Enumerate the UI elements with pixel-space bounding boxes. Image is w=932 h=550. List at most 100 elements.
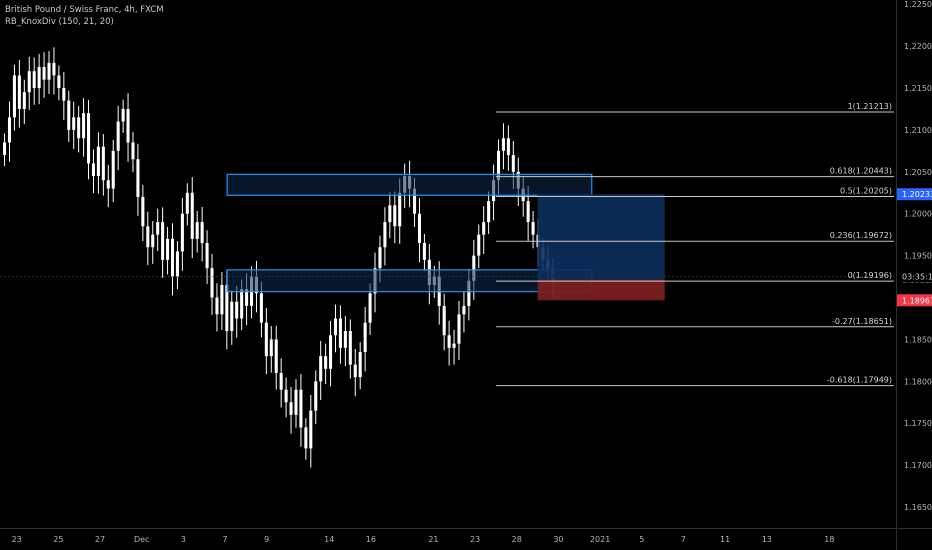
candle-body[interactable] [329, 335, 333, 369]
candle-body[interactable] [398, 192, 402, 227]
candle-body[interactable] [417, 213, 422, 244]
candle-body[interactable] [185, 192, 189, 214]
candle-body[interactable] [195, 222, 199, 239]
candle-body[interactable] [190, 192, 194, 239]
candle-body[interactable] [477, 234, 481, 256]
candle-body[interactable] [47, 62, 51, 80]
candle-body[interactable] [531, 222, 535, 235]
candle-body[interactable] [220, 284, 224, 315]
candle-body[interactable] [457, 314, 461, 344]
candle-body[interactable] [225, 284, 229, 332]
candle-body[interactable] [388, 205, 392, 223]
candle-body[interactable] [467, 280, 471, 306]
candle-body[interactable] [101, 146, 105, 181]
candle-body[interactable] [284, 389, 288, 403]
position-loss-area[interactable] [537, 279, 665, 301]
candle-body[interactable] [170, 238, 175, 277]
candle-body[interactable] [353, 364, 357, 378]
candle-body[interactable] [496, 150, 501, 181]
candle-body[interactable] [506, 138, 510, 156]
candle-body[interactable] [259, 293, 263, 323]
candle-body[interactable] [141, 196, 145, 227]
candle-body[interactable] [487, 201, 491, 223]
candle-body[interactable] [393, 205, 397, 227]
candle-body[interactable] [279, 372, 283, 390]
candle-body[interactable] [511, 155, 515, 172]
candle-body[interactable] [86, 113, 91, 164]
candle-body[interactable] [269, 339, 273, 357]
candle-body[interactable] [240, 289, 244, 319]
candle-body[interactable] [264, 322, 268, 357]
candle-body[interactable] [161, 222, 165, 260]
candle-body[interactable] [304, 427, 308, 449]
candle-body[interactable] [12, 75, 16, 118]
zone-box-1[interactable] [226, 173, 593, 196]
candle-body[interactable] [215, 297, 219, 315]
candle-body[interactable] [482, 222, 486, 235]
candle-body[interactable] [299, 389, 303, 428]
candle-body[interactable] [447, 335, 451, 348]
candle-body[interactable] [452, 343, 456, 348]
candle-body[interactable] [62, 88, 66, 101]
candle-body[interactable] [230, 301, 234, 332]
candle-body[interactable] [363, 322, 367, 352]
candle-body[interactable] [319, 356, 323, 382]
candle-body[interactable] [136, 159, 140, 197]
candle-body[interactable] [200, 222, 204, 244]
candle-body[interactable] [338, 318, 342, 348]
candle-body[interactable] [368, 293, 372, 323]
candle-body[interactable] [72, 117, 76, 130]
candle-body[interactable] [413, 188, 417, 214]
candle-body[interactable] [52, 62, 56, 76]
candle-body[interactable] [210, 268, 214, 298]
candle-body[interactable] [526, 201, 530, 223]
candle-body[interactable] [289, 402, 293, 415]
candle-body[interactable] [343, 331, 347, 348]
candle-body[interactable] [91, 163, 95, 176]
candle-body[interactable] [205, 243, 209, 269]
candle-body[interactable] [126, 108, 130, 143]
candle-body[interactable] [166, 238, 170, 260]
candle-body[interactable] [67, 100, 71, 130]
candle-body[interactable] [501, 138, 505, 151]
candle-body[interactable] [131, 142, 135, 160]
candle-body[interactable] [324, 356, 328, 369]
candle-body[interactable] [116, 121, 120, 151]
candle-body[interactable] [472, 255, 476, 281]
candle-body[interactable] [294, 389, 298, 415]
candle-body[interactable] [42, 67, 46, 80]
candle-body[interactable] [82, 113, 86, 139]
candle-body[interactable] [146, 226, 150, 248]
candle-body[interactable] [358, 352, 362, 378]
candle-body[interactable] [96, 146, 100, 176]
candle-body[interactable] [274, 339, 278, 373]
candle-body[interactable] [462, 305, 466, 315]
candle-body[interactable] [17, 75, 21, 109]
candle-body[interactable] [378, 247, 382, 269]
candle-body[interactable] [348, 331, 352, 365]
candle-body[interactable] [180, 213, 184, 252]
candle-body[interactable] [235, 301, 239, 319]
candle-body[interactable] [3, 142, 7, 156]
candle-body[interactable] [106, 180, 110, 189]
candle-body[interactable] [27, 71, 31, 93]
candle-body[interactable] [151, 234, 155, 248]
candle-body[interactable] [309, 410, 313, 449]
candle-body[interactable] [22, 92, 26, 109]
candle-body[interactable] [245, 289, 249, 306]
candle-body[interactable] [37, 67, 41, 88]
candle-body[interactable] [314, 381, 318, 411]
candle-body[interactable] [333, 318, 338, 336]
candle-body[interactable] [383, 222, 387, 248]
candle-body[interactable] [77, 117, 81, 139]
candle-body[interactable] [156, 222, 160, 235]
candle-body[interactable] [442, 305, 446, 336]
candle-body[interactable] [175, 251, 179, 277]
candle-body[interactable] [57, 75, 61, 88]
candle-body[interactable] [422, 243, 426, 260]
candle-body[interactable] [111, 150, 115, 189]
candle-body[interactable] [7, 117, 12, 143]
candle-body[interactable] [121, 108, 125, 122]
